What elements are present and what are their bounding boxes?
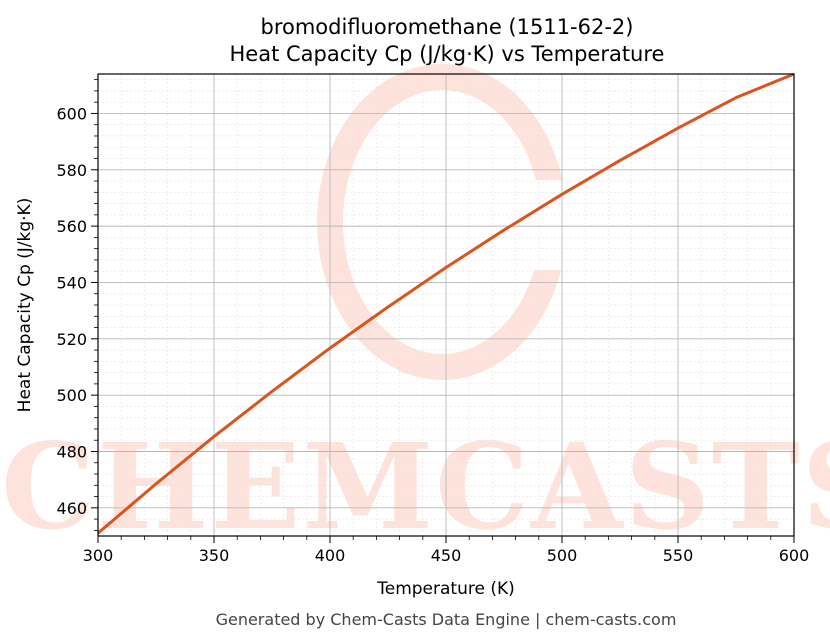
x-tick-label: 300 [83,546,114,565]
y-tick-label: 480 [56,442,87,461]
x-tick-label: 450 [431,546,462,565]
y-tick-label: 600 [56,104,87,123]
y-tick-label: 580 [56,161,87,180]
y-tick-label: 560 [56,217,87,236]
x-axis-ticks: 300 350 400 450 500 550 600 [83,536,810,565]
x-tick-label: 500 [547,546,578,565]
y-tick-label: 520 [56,330,87,349]
y-axis-ticks: 460 480 500 520 540 560 580 600 [56,79,98,531]
footer-credit: Generated by Chem-Casts Data Engine | ch… [216,610,677,629]
series-line-cp [97,72,795,535]
y-tick-label: 460 [56,499,87,518]
x-tick-label: 350 [199,546,230,565]
y-tick-label: 540 [56,273,87,292]
major-grid [97,74,795,536]
y-tick-label: 500 [56,386,87,405]
chart-title: bromodifluoromethane (1511-62-2) [261,15,634,39]
x-tick-label: 600 [779,546,810,565]
x-tick-label: 550 [663,546,694,565]
watermark-text: CHEMCASTS [1,417,830,556]
y-axis-label: Heat Capacity Cp (J/kg·K) [15,198,35,413]
x-axis-label: Temperature (K) [376,579,515,599]
x-tick-label: 400 [315,546,346,565]
chart-subtitle: Heat Capacity Cp (J/kg·K) vs Temperature [230,42,665,66]
